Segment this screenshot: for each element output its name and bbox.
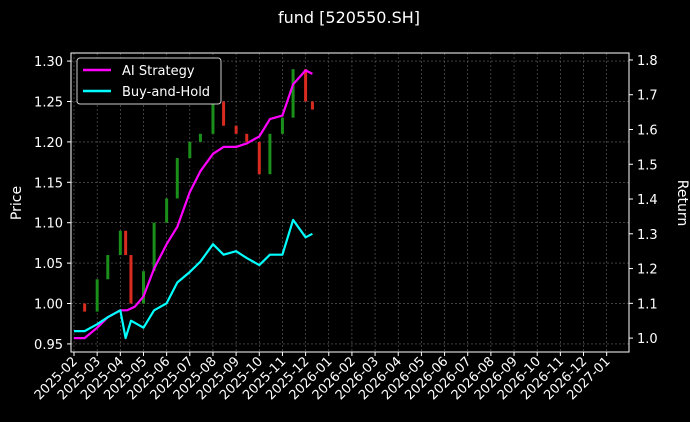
right-tick-label-1.8: 1.8	[637, 54, 658, 69]
left-tick-label-1.15: 1.15	[34, 176, 63, 191]
right-tick-label-1.1: 1.1	[637, 297, 658, 312]
left-tick-label-1.20: 1.20	[34, 136, 63, 151]
legend: AI Strategy Buy-and-Hold	[76, 57, 222, 105]
left-tick-label-1.30: 1.30	[34, 55, 63, 70]
price-bars	[83, 69, 314, 312]
left-tick-label-1.05: 1.05	[34, 257, 63, 272]
x-axis: 2025-022025-032025-042025-052025-062025-…	[32, 352, 614, 403]
legend-label-ai-strategy: AI Strategy	[122, 64, 195, 79]
right-tick-label-1.4: 1.4	[637, 193, 658, 208]
chart-title: fund [520550.SH]	[278, 8, 420, 27]
left-axis-label: Price	[9, 186, 25, 220]
right-tick-label-1.5: 1.5	[637, 158, 658, 173]
left-tick-label-0.95: 0.95	[34, 338, 63, 353]
right-tick-label-1.7: 1.7	[637, 89, 658, 104]
right-tick-label-1.3: 1.3	[637, 228, 658, 243]
left-tick-label-1.10: 1.10	[34, 217, 63, 232]
right-axis: 1.0 1.1 1.2 1.3 1.4 1.5 1.6 1.7 1.8	[629, 54, 658, 347]
series-line-buy-and-hold	[74, 218, 313, 340]
right-axis-label: Return	[674, 180, 690, 226]
legend-box	[76, 57, 222, 105]
left-axis: 0.95 1.00 1.05 1.10 1.15 1.20 1.25 1.30	[34, 55, 71, 353]
left-tick-label-1.25: 1.25	[34, 95, 63, 110]
return-lines	[74, 69, 313, 340]
right-tick-label-1.6: 1.6	[637, 123, 658, 138]
legend-label-buy-and-hold: Buy-and-Hold	[122, 85, 210, 100]
right-tick-label-1.2: 1.2	[637, 263, 658, 278]
plot-frame	[70, 52, 630, 353]
right-tick-label-1.0: 1.0	[637, 332, 658, 347]
left-tick-label-1.00: 1.00	[34, 298, 63, 313]
